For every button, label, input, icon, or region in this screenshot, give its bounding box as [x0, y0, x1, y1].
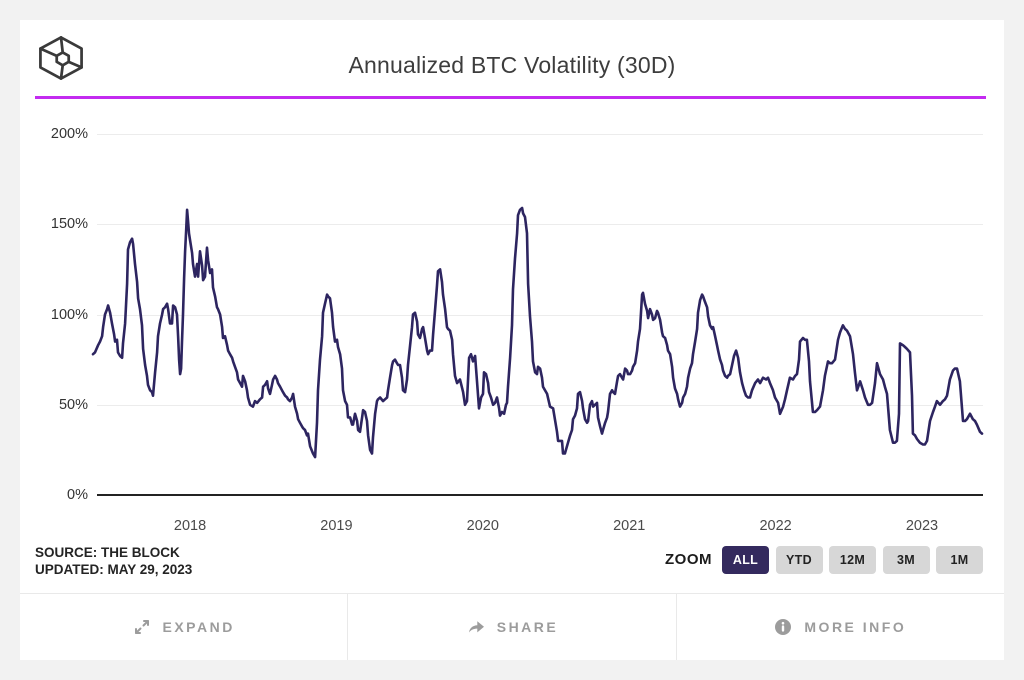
zoom-label: ZOOM	[665, 551, 712, 568]
zoom-button-12m[interactable]: 12M	[829, 546, 876, 574]
x-tick-label: 2022	[759, 518, 792, 534]
zoom-button-all[interactable]: ALL	[722, 546, 769, 574]
expand-button[interactable]: EXPAND	[20, 594, 347, 660]
page-title: Annualized BTC Volatility (30D)	[348, 52, 676, 78]
y-tick-label: 0%	[67, 487, 88, 503]
volatility-chart: 0% 50% 100% 150% 200% 2018 2019 2020 2021 2022 20…	[20, 20, 1004, 593]
share-label: SHARE	[496, 619, 559, 635]
zoom-button-ytd[interactable]: YTD	[775, 546, 823, 574]
expand-label: EXPAND	[162, 619, 235, 635]
source-note: SOURCE: THE BLOCK UPDATED: MAY 29, 2023	[35, 544, 192, 578]
more-info-button[interactable]: MORE INFO	[675, 594, 1004, 660]
the-block-logo-icon	[39, 36, 83, 80]
x-tick-label: 2023	[905, 518, 939, 534]
x-tick-label: 2018	[173, 518, 207, 534]
y-tick-label: 150%	[50, 216, 88, 233]
gridline-200	[97, 134, 983, 135]
gridline-50	[97, 404, 983, 406]
source-line: SOURCE: THE BLOCK	[35, 545, 180, 560]
zoom-controls: ZOOM ALL YTD 12M 3M 1M	[20, 546, 1004, 574]
share-button[interactable]: SHARE	[347, 594, 675, 660]
x-tick-label: 2021	[613, 518, 646, 534]
chart-card: Annualized BTC Volatility (30D) 0% 50% 100…	[20, 20, 1004, 660]
expand-icon	[133, 618, 151, 636]
x-axis-line	[97, 494, 983, 496]
footer-divider	[20, 593, 1004, 594]
zoom-button-3m[interactable]: 3M	[882, 546, 930, 574]
more-info-label: MORE INFO	[804, 619, 907, 635]
info-icon	[774, 618, 792, 636]
gridline-100	[97, 314, 983, 316]
volatility-line-series	[91, 206, 984, 459]
gridline-150	[97, 224, 983, 226]
share-icon	[466, 618, 485, 636]
accent-rule	[35, 96, 986, 99]
zoom-button-1m[interactable]: 1M	[936, 546, 983, 574]
x-tick-label: 2019	[320, 518, 353, 534]
y-tick-label: 200%	[50, 126, 88, 142]
y-tick-label: 50%	[58, 396, 88, 413]
updated-line: UPDATED: MAY 29, 2023	[35, 562, 193, 577]
action-bar: EXPAND SHARE MORE INFO	[20, 594, 1004, 660]
x-tick-label: 2020	[466, 518, 499, 534]
y-tick-label: 100%	[50, 306, 88, 323]
volatility-line	[91, 206, 984, 459]
